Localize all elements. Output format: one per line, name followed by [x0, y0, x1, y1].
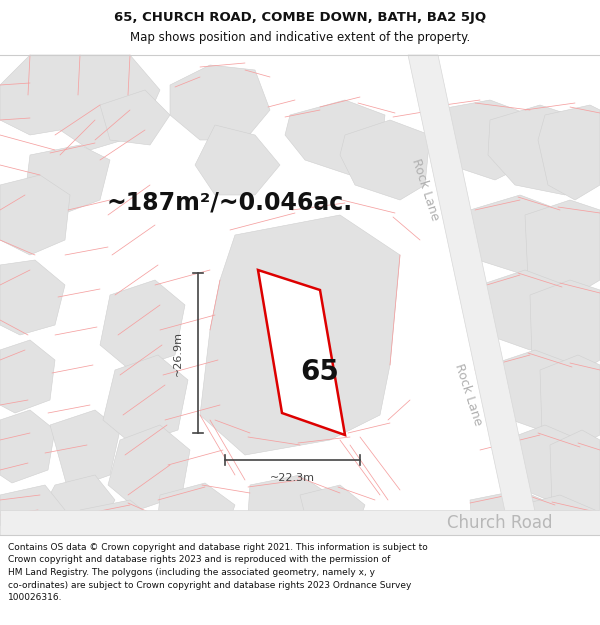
Polygon shape: [200, 215, 400, 455]
Polygon shape: [300, 485, 365, 535]
Bar: [0, 55, 600, 535]
Polygon shape: [525, 200, 600, 295]
Polygon shape: [108, 425, 190, 510]
Polygon shape: [80, 500, 155, 535]
Text: Rock Lane: Rock Lane: [409, 158, 441, 222]
Text: ~22.3m: ~22.3m: [270, 473, 315, 483]
Polygon shape: [470, 195, 560, 275]
Polygon shape: [488, 105, 590, 195]
Polygon shape: [40, 475, 115, 533]
Polygon shape: [530, 280, 600, 375]
Polygon shape: [540, 355, 600, 447]
Polygon shape: [520, 495, 600, 535]
Polygon shape: [103, 355, 188, 445]
Polygon shape: [0, 55, 160, 150]
Text: 65: 65: [300, 358, 338, 386]
Polygon shape: [538, 105, 600, 200]
Text: Church Road: Church Road: [447, 514, 553, 532]
Polygon shape: [490, 350, 575, 430]
Polygon shape: [100, 90, 170, 145]
Polygon shape: [480, 270, 565, 350]
Polygon shape: [258, 270, 345, 435]
Polygon shape: [0, 260, 65, 335]
Polygon shape: [470, 490, 555, 535]
Polygon shape: [100, 280, 185, 370]
Polygon shape: [0, 175, 70, 255]
Polygon shape: [285, 100, 385, 175]
Polygon shape: [340, 120, 430, 200]
Text: ~187m²/~0.046ac.: ~187m²/~0.046ac.: [107, 191, 353, 215]
Polygon shape: [432, 100, 530, 180]
Polygon shape: [0, 410, 55, 483]
Text: Map shows position and indicative extent of the property.: Map shows position and indicative extent…: [130, 31, 470, 44]
Text: Rock Lane: Rock Lane: [452, 362, 484, 428]
Polygon shape: [170, 65, 270, 140]
Text: ~26.9m: ~26.9m: [173, 331, 183, 376]
Polygon shape: [158, 483, 235, 535]
Polygon shape: [195, 125, 280, 195]
Polygon shape: [0, 340, 55, 413]
Polygon shape: [550, 430, 600, 520]
Polygon shape: [505, 425, 580, 500]
Polygon shape: [248, 475, 330, 535]
Polygon shape: [25, 145, 110, 215]
Polygon shape: [0, 510, 600, 535]
Text: 65, CHURCH ROAD, COMBE DOWN, BATH, BA2 5JQ: 65, CHURCH ROAD, COMBE DOWN, BATH, BA2 5…: [114, 11, 486, 24]
Polygon shape: [0, 485, 65, 535]
Polygon shape: [50, 410, 120, 490]
Text: Contains OS data © Crown copyright and database right 2021. This information is : Contains OS data © Crown copyright and d…: [8, 543, 428, 602]
Polygon shape: [408, 55, 540, 535]
